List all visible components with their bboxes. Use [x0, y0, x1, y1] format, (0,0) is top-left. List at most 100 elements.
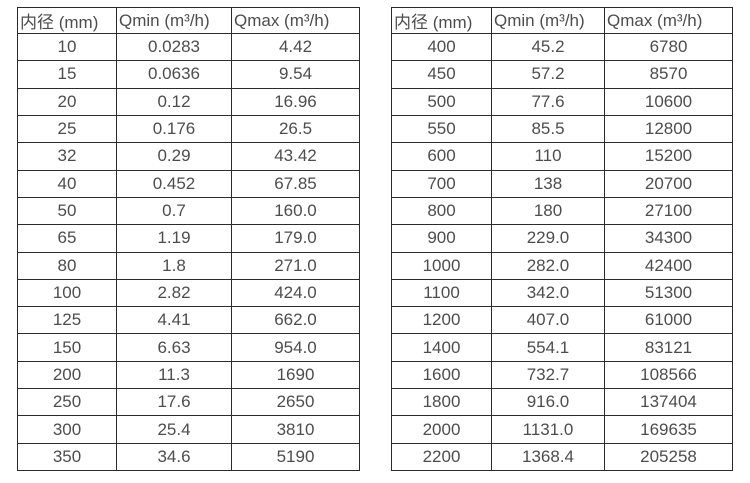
table-row: 250 17.6 2650 — [17, 388, 360, 417]
table-row: 150 6.63 954.0 — [17, 333, 360, 362]
table-cell: 0.452 — [116, 169, 232, 198]
table-cell: 0.0283 — [116, 32, 232, 62]
table-cell: 1131.0 — [491, 415, 605, 444]
table-cell: 42400 — [604, 251, 733, 280]
table-cell: 1600 — [391, 360, 492, 390]
table-row: 1200 407.0 61000 — [391, 306, 733, 335]
table-cell: 1400 — [391, 333, 492, 362]
table-cell: 125 — [17, 306, 117, 335]
table-row: 500 77.6 10600 — [391, 87, 733, 116]
table-cell: 5190 — [231, 442, 360, 472]
table-cell: 6780 — [604, 32, 733, 62]
table-row: 1600 732.7 108566 — [391, 360, 733, 390]
table-row: 1800 916.0 137404 — [391, 388, 733, 417]
table-cell: 25.4 — [116, 415, 232, 444]
table-cell: 1690 — [231, 360, 360, 390]
table-cell: 3810 — [231, 415, 360, 444]
table-cell: 137404 — [604, 388, 733, 417]
table-body: 400 45.2 6780 450 57.2 8570 500 77.6 10600 550 85.… — [391, 32, 733, 472]
table-cell: 1200 — [391, 306, 492, 335]
table-cell: 954.0 — [231, 333, 360, 362]
table-row: 65 1.19 179.0 — [17, 224, 360, 253]
table-cell: 1000 — [391, 251, 492, 280]
table-row: 200 11.3 1690 — [17, 360, 360, 390]
table-cell: 169635 — [604, 415, 733, 444]
table-cell: 57.2 — [491, 60, 605, 89]
table-cell: 80 — [17, 251, 117, 280]
table-cell: 800 — [391, 196, 492, 226]
table-cell: 9.54 — [231, 60, 360, 89]
table-cell: 16.96 — [231, 87, 360, 116]
table-cell: 45.2 — [491, 32, 605, 62]
table-row: 1400 554.1 83121 — [391, 333, 733, 362]
table-cell: 282.0 — [491, 251, 605, 280]
table-cell: 250 — [17, 388, 117, 417]
table-cell: 65 — [17, 224, 117, 253]
table-row: 2000 1131.0 169635 — [391, 415, 733, 444]
table-row: 800 180 27100 — [391, 196, 733, 226]
table-cell: 4.41 — [116, 306, 232, 335]
table-cell: 2.82 — [116, 278, 232, 308]
table-row: 550 85.5 12800 — [391, 114, 733, 144]
table-cell: 34.6 — [116, 442, 232, 472]
table-row: 2200 1368.4 205258 — [391, 442, 733, 472]
header-inner-diameter: 内径 (mm) — [391, 7, 492, 34]
header-row: 内径 (mm) Qmin (m³/h) Qmax (m³/h) — [17, 7, 360, 34]
table-cell: 500 — [391, 87, 492, 116]
table-cell: 0.176 — [116, 114, 232, 144]
table-row: 80 1.8 271.0 — [17, 251, 360, 280]
table-cell: 50 — [17, 196, 117, 226]
table-row: 400 45.2 6780 — [391, 32, 733, 62]
table-row: 1100 342.0 51300 — [391, 278, 733, 308]
table-cell: 150 — [17, 333, 117, 362]
table-row: 15 0.0636 9.54 — [17, 60, 360, 89]
table-cell: 20700 — [604, 169, 733, 198]
table-row: 600 110 15200 — [391, 142, 733, 171]
table-cell: 424.0 — [231, 278, 360, 308]
table-cell: 1.19 — [116, 224, 232, 253]
table-cell: 15 — [17, 60, 117, 89]
table-cell: 8570 — [604, 60, 733, 89]
table-row: 10 0.0283 4.42 — [17, 32, 360, 62]
table-row: 1000 282.0 42400 — [391, 251, 733, 280]
table-cell: 0.0636 — [116, 60, 232, 89]
table-row: 25 0.176 26.5 — [17, 114, 360, 144]
table-cell: 2200 — [391, 442, 492, 472]
table-row: 125 4.41 662.0 — [17, 306, 360, 335]
table-cell: 2650 — [231, 388, 360, 417]
table-cell: 205258 — [604, 442, 733, 472]
table-cell: 180 — [491, 196, 605, 226]
table-cell: 43.42 — [231, 142, 360, 171]
table-cell: 85.5 — [491, 114, 605, 144]
table-cell: 600 — [391, 142, 492, 171]
header-row: 内径 (mm) Qmin (m³/h) Qmax (m³/h) — [391, 7, 733, 34]
table-cell: 271.0 — [231, 251, 360, 280]
table-cell: 51300 — [604, 278, 733, 308]
table-cell: 0.29 — [116, 142, 232, 171]
table-cell: 10600 — [604, 87, 733, 116]
table-cell: 61000 — [604, 306, 733, 335]
table-cell: 554.1 — [491, 333, 605, 362]
table-row: 20 0.12 16.96 — [17, 87, 360, 116]
table-cell: 26.5 — [231, 114, 360, 144]
table-row: 40 0.452 67.85 — [17, 169, 360, 198]
table-cell: 179.0 — [231, 224, 360, 253]
table-cell: 25 — [17, 114, 117, 144]
table-row: 32 0.29 43.42 — [17, 142, 360, 171]
table-cell: 15200 — [604, 142, 733, 171]
table-cell: 34300 — [604, 224, 733, 253]
table-row: 300 25.4 3810 — [17, 415, 360, 444]
table-cell: 350 — [17, 442, 117, 472]
flow-spec-table-small-diameters: 内径 (mm) Qmin (m³/h) Qmax (m³/h) 10 0.0283… — [17, 7, 360, 472]
table-cell: 662.0 — [231, 306, 360, 335]
header-qmin: Qmin (m³/h) — [116, 7, 232, 34]
table-cell: 1800 — [391, 388, 492, 417]
table-cell: 0.12 — [116, 87, 232, 116]
table-cell: 342.0 — [491, 278, 605, 308]
table-row: 350 34.6 5190 — [17, 442, 360, 472]
table-cell: 200 — [17, 360, 117, 390]
table-cell: 1100 — [391, 278, 492, 308]
table-cell: 77.6 — [491, 87, 605, 116]
table-cell: 900 — [391, 224, 492, 253]
